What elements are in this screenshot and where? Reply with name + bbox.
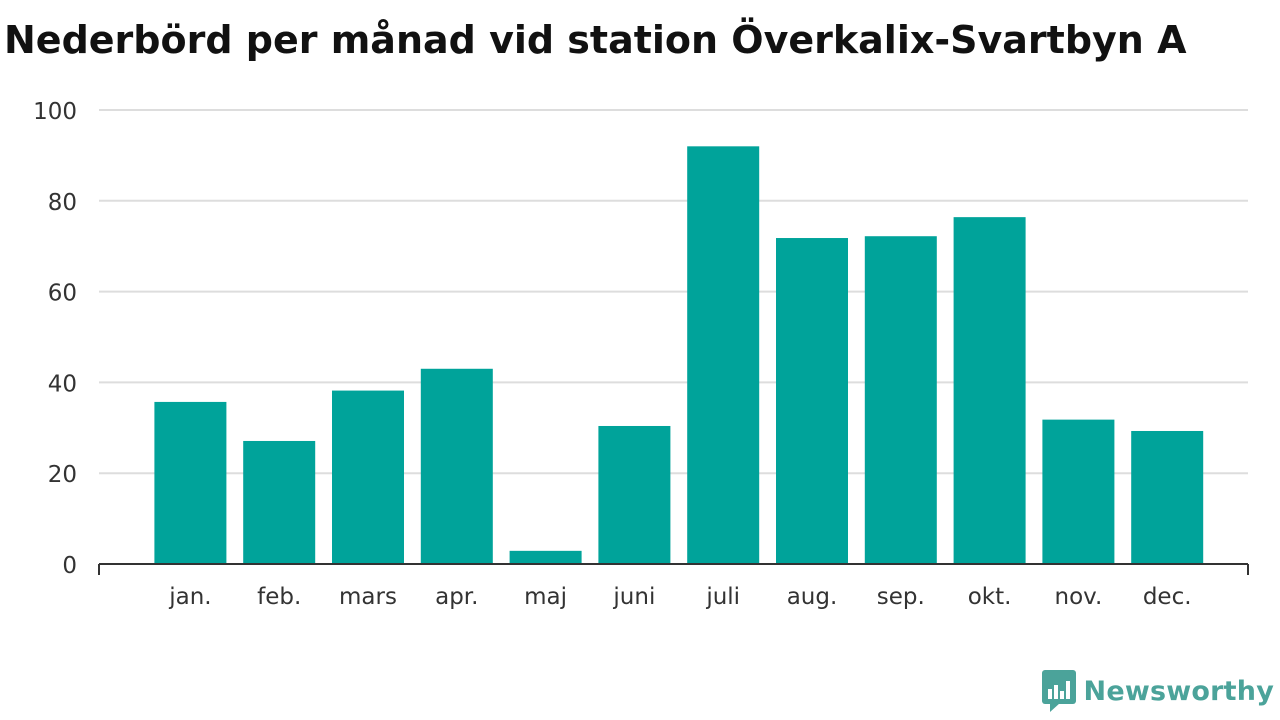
y-tick-label: 40 [48,371,77,397]
bar-juli [687,146,760,564]
bar-maj [509,550,582,564]
y-tick-label: 80 [48,190,77,216]
brand-name: Newsworthy [1083,675,1274,707]
bar-sep [864,236,937,564]
x-tick-label: aug. [787,584,838,610]
y-tick-label: 100 [33,99,77,125]
x-tick-label: mars [339,584,397,610]
x-tick-label: juni [612,584,655,610]
bar-juni [598,425,671,564]
y-tick-label: 20 [48,462,77,488]
bar-aug [776,238,848,564]
x-tick-label: nov. [1055,584,1103,610]
x-tick-label: sep. [877,584,925,610]
x-tick-label: okt. [968,584,1012,610]
x-tick-label: apr. [435,584,478,610]
bar-apr [420,368,493,564]
x-tick-label: feb. [257,584,301,610]
bar-okt [953,217,1026,565]
x-axis-ticks: jan. feb. mars apr. maj juni juli aug. sep. okt. n… [168,584,1191,610]
chart-title: Nederbörd per månad vid station Överkali… [4,18,1187,62]
bar-dec [1131,430,1204,564]
y-axis-ticks: 0 20 40 60 80 100 [33,99,77,579]
newsworthy-brand: Newsworthy [1041,670,1274,712]
x-tick-label: maj [524,584,567,610]
y-tick-label: 0 [62,553,77,579]
bar-mars [332,390,404,564]
y-tick-label: 60 [48,281,77,307]
gridlines [99,109,1248,475]
bar-feb [243,440,316,564]
x-axis [98,563,1249,575]
bar-nov [1042,419,1115,564]
x-tick-label: juli [705,584,740,610]
newsworthy-logo-icon [1041,670,1076,712]
bars [154,146,1204,565]
x-tick-label: dec. [1143,584,1192,610]
x-tick-label: jan. [168,584,211,610]
bar-jan [154,401,227,564]
